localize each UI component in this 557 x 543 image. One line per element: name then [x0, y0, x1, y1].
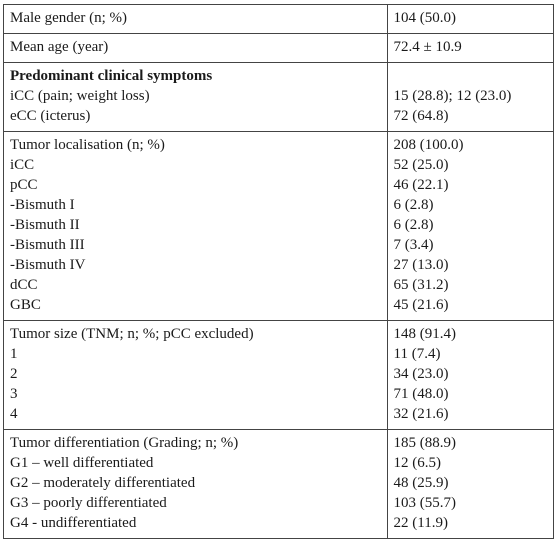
value-cell: 72.4 ± 10.9	[386, 33, 555, 63]
row-value: 65 (31.2)	[393, 277, 449, 293]
row-value: 32 (21.6)	[393, 406, 449, 422]
row-label: Tumor size (TNM; n; %; pCC excluded)	[10, 326, 254, 342]
table-row: Predominant clinical symptoms iCC (pain; …	[3, 62, 555, 132]
row-label: dCC	[10, 277, 38, 293]
row-value: 27 (13.0)	[393, 257, 449, 273]
table-row: Tumor size (TNM; n; %; pCC excluded) 1 2 3 4…	[3, 320, 555, 430]
row-label: G1 – well differentiated	[10, 455, 154, 471]
row-value: 185 (88.9)	[393, 435, 457, 451]
value-cell: 104 (50.0)	[386, 4, 555, 34]
label-cell: Tumor size (TNM; n; %; pCC excluded) 1 2 3 4	[3, 320, 388, 430]
table-row: Mean age (year) 72.4 ± 10.9	[3, 33, 555, 63]
table-row: Tumor localisation (n; %) iCC pCC -Bismuth …	[3, 131, 555, 321]
section-heading: Predominant clinical symptoms	[10, 68, 213, 84]
row-label: 4	[10, 406, 18, 422]
row-label: Tumor localisation (n; %)	[10, 137, 165, 153]
label-cell: Mean age (year)	[3, 33, 388, 63]
row-label: G4 - undifferentiated	[10, 515, 137, 531]
value-cell: 208 (100.0) 52 (25.0) 46 (22.1) 6 (2.8) 6 (2…	[386, 131, 555, 321]
row-value: 148 (91.4)	[393, 326, 457, 342]
row-value: 72.4 ± 10.9	[393, 39, 462, 55]
row-value: 52 (25.0)	[393, 157, 449, 173]
row-label: G2 – moderately differentiated	[10, 475, 196, 491]
row-value: 22 (11.9)	[393, 515, 448, 531]
row-label: pCC	[10, 177, 38, 193]
table-row: Tumor differentiation (Grading; n; %) G1 …	[3, 429, 555, 539]
row-label: eCC (icterus)	[10, 108, 91, 124]
row-label: -Bismuth II	[10, 217, 80, 233]
table-body: Male gender (n; %) 104 (50.0) Mean age (ye…	[3, 4, 555, 539]
row-label: iCC (pain; weight loss)	[10, 88, 150, 104]
row-label: Tumor differentiation (Grading; n; %)	[10, 435, 239, 451]
row-value: 103 (55.7)	[393, 495, 457, 511]
row-value: 208 (100.0)	[393, 137, 464, 153]
label-cell: Tumor differentiation (Grading; n; %) G1 …	[3, 429, 388, 539]
row-value: 71 (48.0)	[393, 386, 449, 402]
row-label: Mean age (year)	[10, 39, 109, 55]
row-value: 6 (2.8)	[393, 197, 434, 213]
row-label: 1	[10, 346, 18, 362]
row-value: 104 (50.0)	[393, 10, 457, 26]
row-label: -Bismuth I	[10, 197, 75, 213]
row-value: 45 (21.6)	[393, 297, 449, 313]
row-label: -Bismuth IV	[10, 257, 86, 273]
row-value: 11 (7.4)	[393, 346, 441, 362]
row-value: 12 (6.5)	[393, 455, 442, 471]
row-value: 15 (28.8); 12 (23.0)	[393, 88, 512, 104]
row-label: G3 – poorly differentiated	[10, 495, 167, 511]
value-cell: 185 (88.9) 12 (6.5) 48 (25.9) 103 (55.7) 22 …	[386, 429, 555, 539]
row-label: -Bismuth III	[10, 237, 85, 253]
row-value: 34 (23.0)	[393, 366, 449, 382]
row-label: Male gender (n; %)	[10, 10, 128, 26]
row-label: GBC	[10, 297, 41, 313]
label-cell: Predominant clinical symptoms iCC (pain; …	[3, 62, 388, 132]
table-row: Male gender (n; %) 104 (50.0)	[3, 4, 555, 34]
label-cell: Tumor localisation (n; %) iCC pCC -Bismuth …	[3, 131, 388, 321]
clinical-characteristics-table: Male gender (n; %) 104 (50.0) Mean age (ye…	[3, 4, 555, 539]
row-label: 3	[10, 386, 18, 402]
row-label: 2	[10, 366, 18, 382]
row-value: 48 (25.9)	[393, 475, 449, 491]
row-value: 72 (64.8)	[393, 108, 449, 124]
row-label: iCC	[10, 157, 35, 173]
value-cell: 15 (28.8); 12 (23.0) 72 (64.8)	[386, 62, 555, 132]
row-value: 46 (22.1)	[393, 177, 449, 193]
row-value: 6 (2.8)	[393, 217, 434, 233]
value-cell: 148 (91.4) 11 (7.4) 34 (23.0) 71 (48.0) 32 (…	[386, 320, 555, 430]
row-value: 7 (3.4)	[393, 237, 434, 253]
label-cell: Male gender (n; %)	[3, 4, 388, 34]
